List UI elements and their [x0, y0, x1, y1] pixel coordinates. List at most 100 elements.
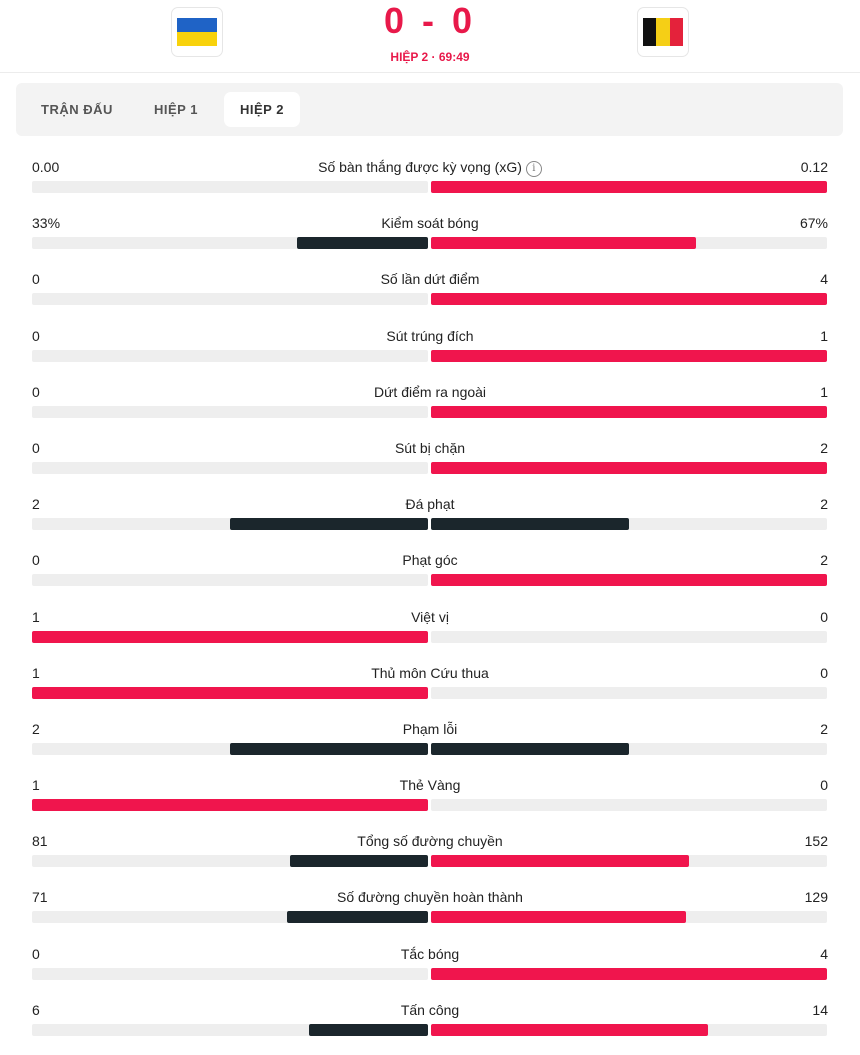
stat-row: 6 Tấn công 14 [0, 983, 860, 1039]
stat-away-bar [431, 911, 687, 924]
stat-away-value: 1 [820, 383, 828, 400]
stat-label-text: Tắc bóng [400, 945, 460, 962]
stat-row: 0 Tắc bóng 4 [0, 927, 860, 983]
stat-home-value: 81 [32, 833, 48, 850]
stat-home-track [32, 349, 428, 362]
stat-label-text: Phạt góc [402, 552, 458, 569]
stat-home-value: 0 [32, 383, 40, 400]
stat-label: Số lần dứt điểm [0, 271, 860, 287]
stat-home-value: 6 [32, 1001, 40, 1018]
stat-away-track [431, 799, 827, 812]
stat-home-value: 2 [32, 496, 40, 513]
stat-away-bar [431, 181, 827, 193]
stat-label: Tấn công [0, 1002, 860, 1018]
stat-row: 2 Phạm lỗi 2 [0, 702, 860, 758]
stat-row: 71 Số đường chuyền hoàn thành 129 [0, 870, 860, 926]
stat-home-value: 0 [32, 327, 40, 344]
stat-home-track [32, 518, 428, 531]
stat-home-value: 0 [32, 271, 40, 288]
tab-match[interactable]: TRẬN ĐẤU [41, 102, 113, 117]
stat-home-bar [297, 237, 428, 250]
stat-away-bar [431, 1023, 709, 1036]
tab-first-half[interactable]: HIỆP 1 [154, 102, 198, 117]
stat-label: Dứt điểm ra ngoài [0, 384, 860, 400]
stat-home-bar [230, 518, 428, 531]
stats-list: 0.00 Số bàn thắng được kỳ vọng (xG) i 0.12 3… [0, 140, 860, 1039]
stat-away-value: 14 [812, 1001, 828, 1018]
stat-home-value: 1 [32, 777, 40, 794]
stat-home-value: 0 [32, 439, 40, 456]
stat-home-track [32, 461, 428, 474]
stat-label-text: Sút bị chặn [394, 439, 466, 456]
stat-home-track [32, 799, 428, 812]
stat-home-bar [287, 911, 428, 924]
info-icon[interactable]: i [525, 161, 542, 177]
stat-label: Kiểm soát bóng [0, 215, 860, 231]
stat-away-value: 0 [820, 608, 828, 625]
stat-away-bar [431, 574, 827, 587]
stat-home-track [32, 181, 428, 193]
tab-second-half[interactable]: HIỆP 2 [224, 92, 300, 127]
stat-label-text: Phạm lỗi [402, 720, 458, 737]
stat-away-track [431, 1023, 827, 1036]
belgium-flag-icon [643, 18, 683, 46]
stat-home-value: 71 [32, 889, 48, 906]
stat-label: Số đường chuyền hoàn thành [0, 889, 860, 905]
stat-home-bar [32, 686, 428, 699]
stat-home-value: 0 [32, 945, 40, 962]
stat-away-value: 152 [804, 833, 828, 850]
stat-home-track [32, 1023, 428, 1036]
stat-label-text: Số lần dứt điểm [380, 271, 480, 288]
stat-away-track [431, 349, 827, 362]
stat-away-value: 67% [799, 215, 828, 232]
stat-label-text: Dứt điểm ra ngoài [373, 383, 487, 400]
stat-label-text: Sút trúng đích [386, 327, 474, 344]
stat-away-value: 0 [820, 777, 828, 794]
stat-away-track [431, 461, 827, 474]
away-team-flag[interactable] [637, 7, 689, 57]
stat-label: Tắc bóng [0, 946, 860, 962]
stat-home-track [32, 237, 428, 250]
stat-home-track [32, 967, 428, 980]
stat-row: 81 Tổng số đường chuyền 152 [0, 814, 860, 870]
stat-away-value: 2 [820, 496, 828, 513]
stat-home-bar [32, 799, 428, 812]
stat-away-track [431, 181, 827, 193]
stat-label: Thủ môn Cứu thua [0, 665, 860, 681]
stat-label-text: Thủ môn Cứu thua [371, 664, 489, 681]
stat-away-track [431, 911, 827, 924]
stat-row: 0 Số lần dứt điểm 4 [0, 252, 860, 308]
stat-away-track [431, 237, 827, 250]
stat-away-bar [431, 405, 827, 418]
home-team-flag[interactable] [171, 7, 223, 57]
stat-home-track [32, 405, 428, 418]
stat-away-bar [431, 742, 629, 755]
stat-row: 1 Thẻ Vàng 0 [0, 758, 860, 814]
stat-away-bar [431, 855, 690, 868]
stat-away-value: 1 [820, 327, 828, 344]
stat-label: Đá phạt [0, 496, 860, 512]
stat-away-bar [431, 349, 827, 362]
stat-home-bar [32, 630, 428, 643]
stat-away-track [431, 686, 827, 699]
stat-row: 0 Phạt góc 2 [0, 533, 860, 589]
stat-label-text: Thẻ Vàng [399, 777, 461, 794]
stat-row: 0 Sút trúng đích 1 [0, 309, 860, 365]
stat-row: 33% Kiểm soát bóng 67% [0, 196, 860, 252]
stat-away-track [431, 630, 827, 643]
stat-label: Tổng số đường chuyền [0, 833, 860, 849]
stat-away-bar [431, 967, 827, 980]
stat-away-bar [431, 237, 697, 250]
stat-home-track [32, 574, 428, 587]
stat-away-value: 2 [820, 439, 828, 456]
stat-home-value: 33% [32, 215, 61, 232]
stat-label-text: Tổng số đường chuyền [357, 833, 503, 850]
stat-home-value: 0.00 [32, 159, 60, 175]
stat-away-track [431, 742, 827, 755]
stat-home-track [32, 293, 428, 306]
stat-away-track [431, 293, 827, 306]
stat-row: 1 Việt vị 0 [0, 590, 860, 646]
stat-row: 0 Dứt điểm ra ngoài 1 [0, 365, 860, 421]
stat-home-track [32, 742, 428, 755]
stat-away-track [431, 405, 827, 418]
